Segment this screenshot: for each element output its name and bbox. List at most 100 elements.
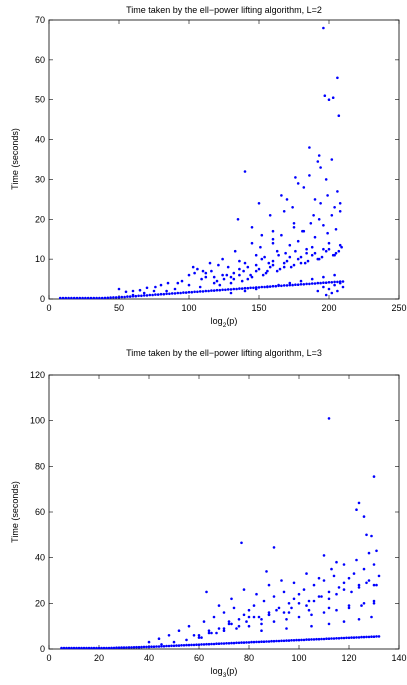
data-point <box>357 501 361 505</box>
data-point <box>282 611 286 614</box>
data-point <box>126 295 129 298</box>
data-point <box>193 290 196 294</box>
data-point <box>322 637 326 641</box>
data-point <box>92 646 96 650</box>
data-point <box>107 646 111 650</box>
data-point <box>252 604 256 607</box>
data-point <box>334 251 338 255</box>
plot-frame <box>48 19 400 300</box>
data-point <box>255 640 258 644</box>
data-point <box>124 290 128 294</box>
data-point <box>330 291 334 295</box>
data-point <box>294 176 297 179</box>
data-point <box>243 289 247 293</box>
data-point <box>302 638 306 642</box>
x-tick-label: 250 <box>391 303 406 313</box>
data-point <box>240 279 244 283</box>
data-point <box>260 285 264 289</box>
data-point <box>227 620 231 623</box>
data-point <box>324 281 328 285</box>
data-point <box>372 563 376 566</box>
data-point <box>131 289 135 293</box>
data-point <box>120 646 123 649</box>
data-point <box>267 613 271 617</box>
data-point <box>145 286 149 290</box>
data-point <box>103 296 107 300</box>
data-point <box>221 257 224 261</box>
data-point <box>110 646 113 650</box>
data-point <box>330 281 334 284</box>
data-point <box>333 273 336 277</box>
data-point <box>288 255 292 259</box>
data-point <box>157 637 161 640</box>
data-point <box>128 295 132 298</box>
data-point <box>237 641 241 645</box>
data-point <box>305 638 308 641</box>
data-point <box>342 620 346 623</box>
data-point <box>287 611 291 614</box>
data-point <box>152 289 156 293</box>
data-point <box>308 174 311 177</box>
data-point <box>326 194 329 197</box>
data-point <box>357 618 361 621</box>
data-point <box>297 638 301 642</box>
data-point <box>237 618 241 621</box>
data-point <box>154 293 157 296</box>
data-point <box>187 643 191 647</box>
data-point <box>257 286 261 289</box>
data-point <box>257 615 261 619</box>
data-point <box>138 288 142 292</box>
data-point <box>243 261 247 265</box>
data-point <box>90 646 93 650</box>
data-point <box>271 241 275 245</box>
data-point <box>117 287 121 291</box>
data-point <box>299 261 303 265</box>
x-tick-label: 100 <box>291 653 306 663</box>
data-point <box>122 646 126 649</box>
data-point <box>294 283 297 287</box>
data-point <box>160 645 163 648</box>
data-point <box>222 627 226 630</box>
data-point <box>312 638 316 641</box>
data-point <box>177 629 181 632</box>
data-point <box>89 296 93 300</box>
data-point <box>247 608 251 612</box>
data-point <box>159 292 163 296</box>
data-point <box>285 284 289 287</box>
data-point <box>320 255 324 259</box>
data-point <box>182 644 186 647</box>
chart-title: Time taken by the ell−power lifting algo… <box>126 5 322 15</box>
data-point <box>267 583 271 587</box>
data-point <box>212 281 216 285</box>
data-point <box>190 643 193 647</box>
data-point <box>172 640 176 644</box>
data-point <box>310 624 313 628</box>
data-point <box>272 620 276 623</box>
data-point <box>288 283 292 287</box>
data-point <box>325 637 328 640</box>
data-point <box>160 643 163 646</box>
data-point <box>215 288 219 292</box>
data-point <box>257 202 261 205</box>
x-tick-label: 0 <box>46 653 51 663</box>
data-point <box>275 269 279 273</box>
data-point <box>167 644 171 648</box>
data-point <box>287 639 291 642</box>
data-point <box>215 631 218 635</box>
data-point <box>100 296 104 300</box>
data-point <box>292 226 296 229</box>
data-point <box>341 280 345 283</box>
data-point <box>375 549 378 553</box>
data-point <box>306 259 310 263</box>
data-point <box>102 646 106 650</box>
data-point <box>367 635 371 639</box>
data-point <box>220 642 223 645</box>
data-point <box>72 296 76 300</box>
data-point <box>302 229 306 233</box>
data-point <box>285 259 289 263</box>
data-point <box>162 292 166 296</box>
data-point <box>305 251 308 255</box>
data-point <box>75 296 79 300</box>
data-point <box>282 284 286 287</box>
data-point <box>277 606 281 610</box>
